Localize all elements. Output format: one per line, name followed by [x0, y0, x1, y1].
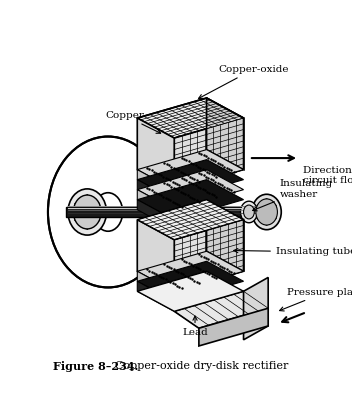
Polygon shape: [137, 170, 244, 210]
Polygon shape: [137, 180, 244, 220]
Polygon shape: [75, 195, 99, 229]
Polygon shape: [137, 98, 244, 138]
Bar: [67, 207, 272, 217]
Polygon shape: [137, 150, 244, 190]
Ellipse shape: [93, 193, 122, 231]
Polygon shape: [137, 190, 174, 220]
Polygon shape: [174, 118, 244, 190]
Ellipse shape: [252, 194, 281, 230]
Polygon shape: [137, 271, 174, 301]
Polygon shape: [137, 118, 174, 190]
Polygon shape: [199, 308, 268, 346]
Ellipse shape: [256, 199, 277, 225]
Polygon shape: [257, 199, 276, 225]
Polygon shape: [174, 291, 268, 328]
Polygon shape: [207, 200, 244, 271]
Ellipse shape: [244, 205, 254, 219]
Text: Insulating
washer: Insulating washer: [253, 179, 333, 211]
Polygon shape: [137, 281, 174, 311]
Ellipse shape: [73, 195, 101, 229]
Polygon shape: [137, 180, 174, 210]
Polygon shape: [137, 160, 244, 200]
Polygon shape: [137, 251, 244, 291]
Polygon shape: [244, 277, 268, 340]
Text: Insulating tube: Insulating tube: [234, 247, 352, 256]
Text: Copper-oxide dry-disk rectifier: Copper-oxide dry-disk rectifier: [108, 361, 288, 370]
Text: Copper-oxide: Copper-oxide: [199, 65, 289, 98]
Text: Lead: Lead: [182, 316, 208, 337]
Text: Direction of
circuit flow: Direction of circuit flow: [303, 166, 352, 185]
Text: Figure 8–234.: Figure 8–234.: [52, 361, 138, 372]
Polygon shape: [137, 271, 244, 311]
Polygon shape: [137, 170, 174, 200]
Polygon shape: [137, 200, 244, 240]
Polygon shape: [137, 220, 174, 291]
Ellipse shape: [68, 189, 106, 235]
Ellipse shape: [48, 137, 168, 287]
Polygon shape: [207, 98, 244, 170]
Text: Pressure plate: Pressure plate: [279, 288, 352, 311]
Polygon shape: [137, 261, 244, 301]
Text: Copper: Copper: [105, 111, 161, 133]
Ellipse shape: [240, 201, 257, 223]
Polygon shape: [137, 200, 174, 230]
Polygon shape: [174, 220, 244, 291]
